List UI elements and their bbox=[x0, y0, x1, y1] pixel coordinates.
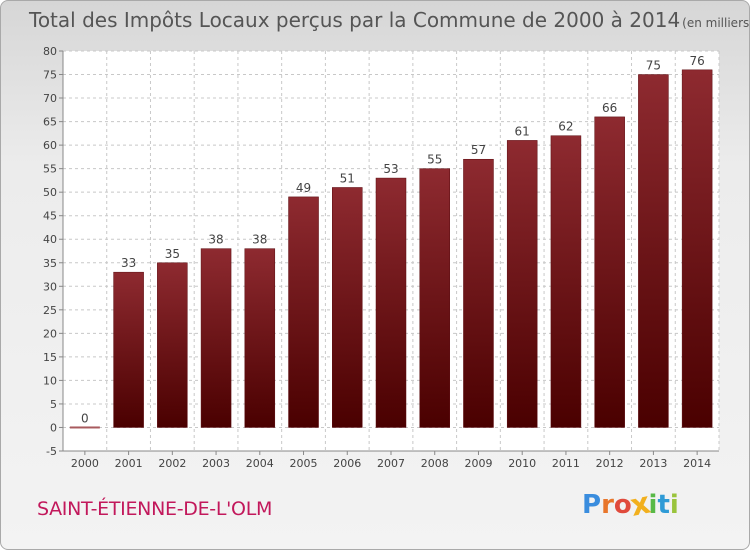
bar-2010 bbox=[506, 140, 538, 428]
value-label-2004: 38 bbox=[252, 233, 267, 247]
value-label-2006: 51 bbox=[340, 171, 355, 185]
x-tick-label-2013: 2013 bbox=[639, 457, 667, 470]
y-tick-label: 15 bbox=[43, 351, 57, 364]
logo-letter: i bbox=[669, 490, 679, 520]
y-tick-label: 30 bbox=[43, 280, 57, 293]
x-tick-label-2012: 2012 bbox=[596, 457, 624, 470]
value-label-2008: 55 bbox=[427, 153, 442, 167]
data-labels: 0 33 35 38 38 49 51 53 55 57 61 62 66 75 76 bbox=[81, 54, 705, 426]
y-tick-label: 80 bbox=[43, 45, 57, 58]
y-tick-label: 50 bbox=[43, 186, 57, 199]
value-label-2010: 61 bbox=[515, 124, 530, 138]
value-label-2014: 76 bbox=[689, 54, 704, 68]
bar-2009 bbox=[463, 158, 494, 428]
y-tick-label: -5 bbox=[46, 445, 57, 458]
value-label-2013: 75 bbox=[646, 59, 661, 73]
value-label-2012: 66 bbox=[602, 101, 617, 115]
value-label-2007: 53 bbox=[383, 162, 398, 176]
chart-title-unit: (en milliers d'€) bbox=[682, 16, 749, 30]
x-tick-label-2009: 2009 bbox=[464, 457, 492, 470]
y-tick-label: 10 bbox=[43, 374, 57, 387]
y-tick-label: 35 bbox=[43, 257, 57, 270]
value-label-2002: 35 bbox=[165, 247, 180, 261]
logo-letter: P bbox=[582, 490, 602, 520]
bar-series bbox=[69, 69, 713, 429]
y-tick-label: 5 bbox=[50, 398, 57, 411]
x-tick-label-2007: 2007 bbox=[377, 457, 405, 470]
logo-letter: r bbox=[601, 490, 614, 520]
x-tick-label-2003: 2003 bbox=[202, 457, 230, 470]
y-tick-label: 20 bbox=[43, 327, 57, 340]
x-tick-label-2014: 2014 bbox=[683, 457, 711, 470]
y-axis: -5 0 5 10 15 20 25 30 35 40 45 50 55 60 65 70 75 80 bbox=[43, 45, 64, 458]
bar-2001 bbox=[113, 271, 144, 428]
y-tick-label: 65 bbox=[43, 116, 57, 129]
bar-2014 bbox=[681, 69, 713, 428]
y-tick-label: 40 bbox=[43, 233, 57, 246]
bar-2002 bbox=[157, 262, 188, 428]
y-tick-label: 70 bbox=[43, 92, 57, 105]
value-label-2003: 38 bbox=[208, 233, 223, 247]
bar-2012 bbox=[594, 116, 625, 428]
y-tick-label: 75 bbox=[43, 69, 57, 82]
bar-2000 bbox=[69, 426, 100, 429]
value-label-2005: 49 bbox=[296, 181, 311, 195]
bar-2011 bbox=[550, 135, 582, 428]
x-tick-label-2008: 2008 bbox=[421, 457, 449, 470]
value-label-2000: 0 bbox=[81, 411, 89, 425]
logo-letter: o bbox=[613, 490, 632, 520]
y-tick-label: 0 bbox=[50, 421, 57, 434]
x-tick-label-2000: 2000 bbox=[71, 457, 99, 470]
logo-letter: i bbox=[648, 490, 658, 520]
bar-2013 bbox=[638, 74, 669, 428]
x-tick-label-2005: 2005 bbox=[290, 457, 318, 470]
value-label-2011: 62 bbox=[558, 120, 573, 134]
bar-2007 bbox=[375, 177, 407, 428]
bar-2004 bbox=[244, 248, 276, 428]
bar-2003 bbox=[200, 248, 232, 428]
value-label-2001: 33 bbox=[121, 256, 136, 270]
x-tick-label-2002: 2002 bbox=[158, 457, 186, 470]
y-tick-label: 25 bbox=[43, 304, 57, 317]
y-tick-label: 60 bbox=[43, 139, 57, 152]
value-label-2009: 57 bbox=[471, 143, 486, 157]
bar-2005 bbox=[288, 196, 319, 428]
x-tick-label-2010: 2010 bbox=[508, 457, 536, 470]
bar-2008 bbox=[419, 168, 450, 428]
x-axis: 2000 2001 2002 2003 2004 2005 2006 2007 2008 2009… bbox=[63, 450, 719, 470]
x-tick-label-2006: 2006 bbox=[333, 457, 361, 470]
x-tick-label-2004: 2004 bbox=[246, 457, 274, 470]
x-tick-label-2011: 2011 bbox=[552, 457, 580, 470]
y-tick-label: 55 bbox=[43, 163, 57, 176]
chart-title-main: Total des Impôts Locaux perçus par la Co… bbox=[28, 8, 680, 32]
bar-2006 bbox=[332, 187, 363, 428]
logo-letter: t bbox=[657, 490, 670, 520]
y-tick-label: 45 bbox=[43, 210, 57, 223]
chart-title: Total des Impôts Locaux perçus par la Co… bbox=[28, 8, 749, 32]
x-tick-label-2001: 2001 bbox=[115, 457, 143, 470]
commune-name: SAINT-ÉTIENNE-DE-L'OLM bbox=[37, 498, 273, 520]
proxiti-logo: Proxiti bbox=[582, 486, 679, 524]
